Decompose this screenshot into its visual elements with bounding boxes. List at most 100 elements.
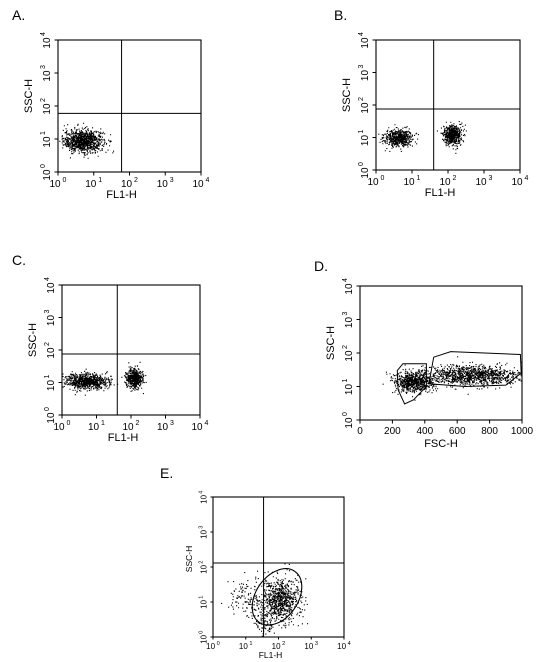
y-tick-label-group: 100 bbox=[358, 162, 371, 179]
gate-1 bbox=[251, 568, 303, 626]
y-tick-label: 10 bbox=[42, 103, 53, 115]
x-tick-exponent: 0 bbox=[67, 420, 71, 427]
panel-letter: E. bbox=[160, 465, 173, 481]
cluster-3 bbox=[248, 603, 276, 637]
x-tick-exponent: 2 bbox=[134, 177, 138, 184]
y-tick-label: 10 bbox=[46, 315, 57, 327]
x-tick-label: 400 bbox=[416, 426, 433, 437]
y-tick-exponent: 2 bbox=[358, 97, 365, 101]
x-tick-exponent: 1 bbox=[101, 420, 105, 427]
x-tick-exponent: 4 bbox=[206, 177, 210, 184]
y-tick-label: 10 bbox=[344, 283, 355, 295]
y-tick-exponent: 3 bbox=[44, 310, 51, 314]
x-tick-exponent: 1 bbox=[98, 177, 102, 184]
y-tick-exponent: 1 bbox=[40, 131, 47, 135]
y-tick-label: 10 bbox=[200, 564, 209, 573]
x-tick-label: 10 bbox=[157, 422, 169, 433]
y-tick-exponent: 2 bbox=[199, 561, 205, 564]
y-tick-exponent: 0 bbox=[40, 164, 47, 168]
y-tick-label: 10 bbox=[344, 350, 355, 362]
cluster-1 bbox=[253, 563, 309, 629]
y-tick-label-group: 104 bbox=[342, 278, 355, 295]
x-tick-exponent: 2 bbox=[453, 175, 457, 182]
x-tick-label: 10 bbox=[239, 642, 248, 651]
panel-letter: D. bbox=[314, 258, 328, 274]
x-tick-exponent: 2 bbox=[136, 420, 140, 427]
y-tick-label-group: 104 bbox=[40, 32, 53, 49]
y-tick-label-group: 101 bbox=[44, 375, 57, 392]
panel-3: C.10 0 10 1 10 2 10 3 10 4100101102103104FL1-HSSC… bbox=[12, 252, 209, 444]
y-tick-label: 10 bbox=[200, 634, 209, 643]
x-tick-label: 10 bbox=[272, 642, 281, 651]
y-tick-label-group: 103 bbox=[40, 65, 53, 82]
y-tick-exponent: 2 bbox=[342, 345, 349, 349]
x-tick-label: 800 bbox=[481, 426, 498, 437]
y-axis-label: SSC-H bbox=[184, 546, 194, 572]
y-tick-label-group: 100 bbox=[40, 164, 53, 181]
y-tick-label-group: 103 bbox=[44, 310, 57, 327]
panel-2: B.10 0 10 1 10 2 10 3 10 4100101102103104FL1-HSSC… bbox=[334, 7, 529, 199]
y-tick-exponent: 4 bbox=[40, 32, 47, 36]
panel-letter: C. bbox=[12, 252, 26, 268]
y-tick-exponent: 2 bbox=[44, 342, 51, 346]
y-tick-label-group: 104 bbox=[358, 32, 371, 49]
y-tick-exponent: 1 bbox=[342, 379, 349, 383]
y-tick-label-group: 102 bbox=[44, 342, 57, 359]
y-tick-label-group: 102 bbox=[199, 561, 209, 574]
x-tick-label: 10 bbox=[337, 642, 346, 651]
x-tick-label: 10 bbox=[122, 422, 134, 433]
x-tick-exponent: 3 bbox=[170, 177, 174, 184]
y-axis-label: SSC-H bbox=[27, 323, 39, 357]
y-tick-label-group: 100 bbox=[199, 631, 209, 644]
gate-2 bbox=[428, 351, 522, 388]
x-tick-exponent: 3 bbox=[170, 420, 174, 427]
y-tick-label: 10 bbox=[344, 417, 355, 429]
y-tick-label: 10 bbox=[360, 135, 371, 147]
x-tick-exponent: 3 bbox=[315, 641, 318, 647]
x-axis-label: FL1-H bbox=[425, 187, 456, 199]
y-tick-label-group: 102 bbox=[40, 98, 53, 115]
event-dots bbox=[221, 563, 309, 637]
y-tick-label-group: 103 bbox=[199, 526, 209, 539]
x-tick-exponent: 3 bbox=[489, 175, 493, 182]
y-tick-label: 10 bbox=[200, 529, 209, 538]
y-tick-exponent: 1 bbox=[44, 375, 51, 379]
x-tick-label: 1000 bbox=[511, 426, 534, 437]
y-axis-label: SSC-H bbox=[341, 78, 353, 112]
y-tick-label-group: 100 bbox=[44, 407, 57, 424]
y-tick-label-group: 102 bbox=[358, 97, 371, 114]
y-tick-label-group: 102 bbox=[342, 345, 355, 362]
y-tick-label: 10 bbox=[360, 70, 371, 82]
panel-5: E.10 0 10 1 10 2 10 3 10 4100101102103104FL1-HSSC… bbox=[160, 465, 351, 660]
y-tick-label: 10 bbox=[200, 494, 209, 503]
event-dots bbox=[382, 356, 522, 401]
y-tick-label-group: 100 bbox=[342, 412, 355, 429]
x-tick-label: 0 bbox=[357, 426, 363, 437]
x-tick-exponent: 1 bbox=[249, 641, 252, 647]
panel-letter: A. bbox=[12, 7, 25, 23]
y-tick-label-group: 101 bbox=[199, 596, 209, 609]
x-tick-label: 10 bbox=[367, 177, 379, 188]
x-tick-label: 10 bbox=[403, 177, 415, 188]
plot-frame bbox=[359, 285, 523, 421]
y-tick-label-group: 104 bbox=[44, 277, 57, 294]
x-tick-label: 10 bbox=[85, 179, 97, 190]
y-tick-label: 10 bbox=[46, 347, 57, 359]
cluster-2 bbox=[121, 361, 147, 395]
x-tick-label: 10 bbox=[191, 422, 203, 433]
y-tick-exponent: 4 bbox=[358, 32, 365, 36]
x-tick-label: 10 bbox=[88, 422, 100, 433]
y-tick-label-group: 104 bbox=[199, 491, 209, 504]
y-tick-exponent: 0 bbox=[342, 412, 349, 416]
panel-1: A.10 0 10 1 10 2 10 3 10 4100101102103104FL1-HSSC… bbox=[12, 7, 210, 201]
x-tick-label: 10 bbox=[121, 179, 133, 190]
cluster-2 bbox=[385, 356, 522, 395]
y-tick-label: 10 bbox=[42, 70, 53, 82]
y-tick-label: 10 bbox=[46, 282, 57, 294]
x-axis-label: FL1-H bbox=[106, 189, 137, 201]
y-tick-label: 10 bbox=[360, 167, 371, 179]
x-tick-label: 200 bbox=[384, 426, 401, 437]
y-tick-label-group: 101 bbox=[40, 131, 53, 148]
y-axis-label: SSC-H bbox=[23, 79, 35, 113]
y-tick-exponent: 3 bbox=[342, 312, 349, 316]
